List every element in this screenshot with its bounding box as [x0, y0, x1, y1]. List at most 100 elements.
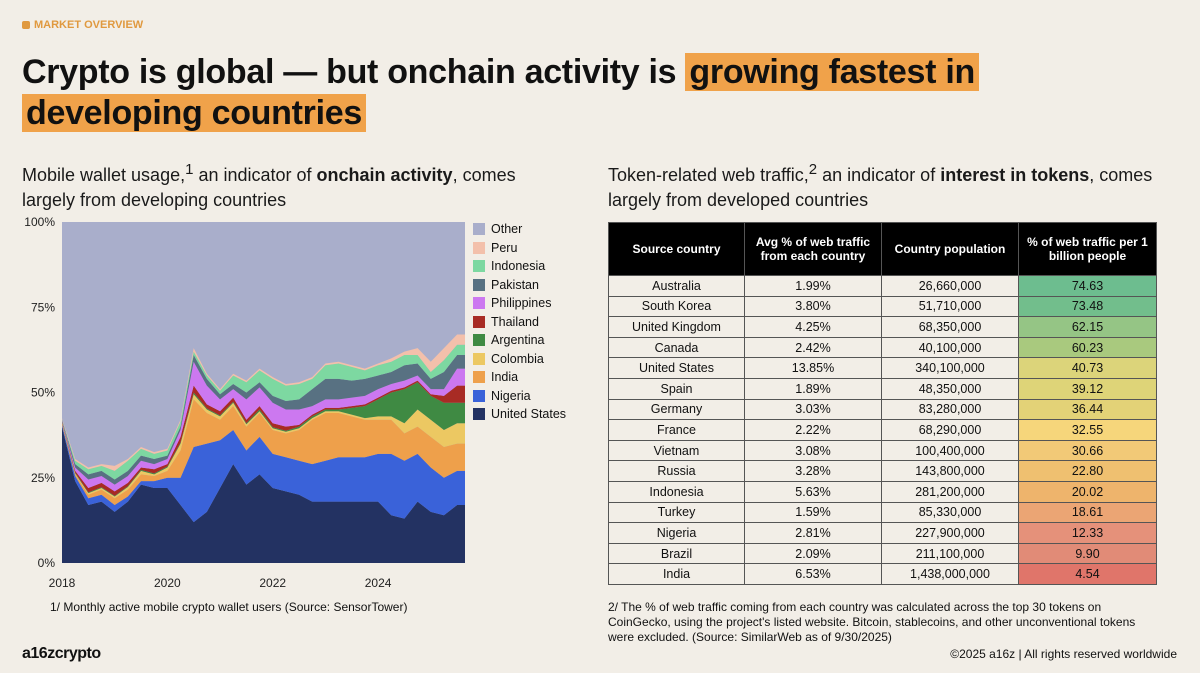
cell-share: 3.80% — [744, 295, 882, 318]
cell-share: 3.28% — [744, 460, 882, 482]
table-row: Spain 1.89% 48,350,000 39.12 — [608, 377, 1157, 400]
cell-per-billion: 4.54 — [1018, 563, 1157, 585]
table-row: United Kingdom 4.25% 68,350,000 62.15 — [608, 316, 1157, 338]
copyright: ©2025 a16z | All rights reserved worldwi… — [950, 647, 1177, 661]
cell-population: 68,350,000 — [881, 316, 1019, 338]
y-tick-label: 50% — [31, 386, 55, 400]
subtitle-text: an indicator of — [817, 165, 941, 185]
cell-country: Vietnam — [608, 439, 745, 462]
wallet-usage-area-chart: 0% 25% 50% 75% 100% 2018 2020 2022 2024 — [24, 215, 465, 590]
x-tick-label: 2018 — [49, 576, 76, 590]
legend-label: United States — [491, 407, 567, 422]
cell-per-billion: 39.12 — [1018, 377, 1157, 400]
cell-share: 5.63% — [744, 480, 882, 503]
cell-per-billion: 32.55 — [1018, 419, 1157, 441]
cell-country: Canada — [608, 336, 745, 359]
subtitle-text: Mobile wallet usage, — [22, 165, 186, 185]
legend-label: Other — [491, 222, 523, 237]
cell-country: Germany — [608, 398, 745, 421]
legend-label: Nigeria — [491, 388, 531, 403]
legend-swatch — [473, 389, 485, 402]
cell-per-billion: 40.73 — [1018, 357, 1157, 379]
cell-country: Brazil — [608, 542, 745, 565]
section-tag-label: MARKET OVERVIEW — [34, 19, 144, 31]
cell-population: 143,800,000 — [881, 460, 1019, 482]
footnote-left: 1/ Monthly active mobile crypto wallet u… — [50, 600, 408, 614]
col-header-share: Avg % of web traffic from each country — [744, 222, 882, 276]
cell-share: 6.53% — [744, 563, 882, 585]
legend-item: Nigeria — [473, 387, 566, 406]
area-peru — [62, 334, 465, 471]
x-tick-label: 2022 — [259, 576, 286, 590]
page-title: Crypto is global — but onchain activity … — [22, 52, 1122, 134]
cell-country: Australia — [608, 275, 745, 297]
cell-population: 1,438,000,000 — [881, 563, 1019, 585]
legend-item: Thailand — [473, 313, 566, 332]
legend-item: Argentina — [473, 331, 566, 350]
table-row: Russia 3.28% 143,800,000 22.80 — [608, 460, 1157, 482]
legend-label: Indonesia — [491, 259, 546, 274]
y-tick-label: 100% — [24, 215, 55, 229]
legend-swatch — [473, 260, 485, 273]
cell-per-billion: 74.63 — [1018, 275, 1157, 297]
cell-share: 1.59% — [744, 501, 882, 524]
section-tag: MARKET OVERVIEW — [22, 19, 143, 31]
cell-population: 68,290,000 — [881, 419, 1019, 441]
cell-population: 100,400,000 — [881, 439, 1019, 462]
chart-legend: Other Peru Indonesia Pakistan Philippines Tha… — [473, 220, 566, 424]
legend-item: Philippines — [473, 294, 566, 313]
subtitle-text: an indicator of — [193, 165, 317, 185]
legend-item: Other — [473, 220, 566, 239]
subtitle-text: , comes largely from developed countries — [608, 165, 1153, 210]
legend-swatch — [473, 297, 485, 310]
cell-share: 2.09% — [744, 542, 882, 565]
legend-label: Argentina — [491, 333, 545, 348]
cell-country: Turkey — [608, 501, 745, 524]
cell-country: Nigeria — [608, 522, 745, 544]
cell-population: 40,100,000 — [881, 336, 1019, 359]
cell-population: 227,900,000 — [881, 522, 1019, 544]
legend-swatch — [473, 408, 485, 421]
title-highlight-2: developing countries — [22, 94, 366, 132]
cell-share: 2.81% — [744, 522, 882, 544]
area-thailand — [62, 380, 465, 496]
cell-per-billion: 36.44 — [1018, 398, 1157, 421]
web-traffic-table: Source country Avg % of web traffic from… — [608, 222, 1157, 585]
area-united-states — [62, 426, 465, 563]
legend-item: Indonesia — [473, 257, 566, 276]
subtitle-text: , comes largely from developing countrie… — [22, 165, 516, 210]
legend-swatch — [473, 278, 485, 291]
cell-country: United States — [608, 357, 745, 379]
table-header-row: Source country Avg % of web traffic from… — [608, 222, 1157, 276]
legend-swatch — [473, 371, 485, 384]
legend-swatch — [473, 334, 485, 347]
cell-country: India — [608, 563, 745, 585]
legend-item: Peru — [473, 239, 566, 258]
table-row: Australia 1.99% 26,660,000 74.63 — [608, 275, 1157, 297]
cell-share: 1.89% — [744, 377, 882, 400]
area-india — [62, 399, 465, 506]
cell-share: 3.03% — [744, 398, 882, 421]
tag-square-icon — [22, 21, 30, 29]
cell-country: United Kingdom — [608, 316, 745, 338]
cell-population: 51,710,000 — [881, 295, 1019, 318]
cell-population: 85,330,000 — [881, 501, 1019, 524]
legend-label: Pakistan — [491, 277, 539, 292]
cell-per-billion: 12.33 — [1018, 522, 1157, 544]
cell-per-billion: 30.66 — [1018, 439, 1157, 462]
footnote-ref: 1 — [185, 161, 194, 178]
y-tick-label: 25% — [31, 471, 55, 485]
cell-per-billion: 18.61 — [1018, 501, 1157, 524]
cell-population: 83,280,000 — [881, 398, 1019, 421]
subtitle-bold: interest in tokens — [940, 165, 1090, 185]
legend-item: India — [473, 368, 566, 387]
cell-country: Russia — [608, 460, 745, 482]
area-pakistan — [62, 354, 465, 485]
title-highlight-1: growing fastest in — [685, 53, 979, 91]
cell-country: Indonesia — [608, 480, 745, 503]
cell-population: 48,350,000 — [881, 377, 1019, 400]
cell-per-billion: 73.48 — [1018, 295, 1157, 318]
subtitle-text: Token-related web traffic, — [608, 165, 809, 185]
cell-share: 2.42% — [744, 336, 882, 359]
right-subtitle: Token-related web traffic,2 an indicator… — [608, 157, 1168, 213]
